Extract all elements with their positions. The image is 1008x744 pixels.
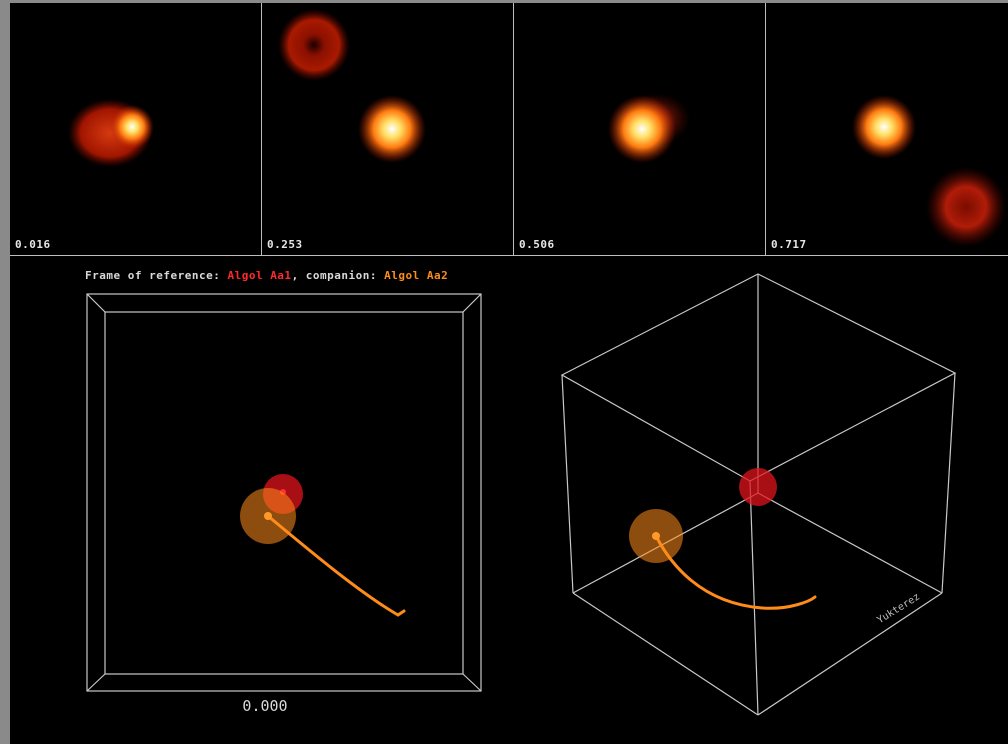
caption-middle: , companion:	[291, 269, 385, 282]
phase-panel-2: 0.253	[262, 3, 513, 254]
caption-prefix: Frame of reference:	[85, 269, 228, 282]
star-image-1	[68, 99, 154, 167]
row-divider	[10, 255, 1008, 256]
phase-panel-1: 0.016	[10, 3, 261, 254]
box-corner-line	[86, 293, 106, 313]
cube-edge	[749, 480, 759, 716]
companion-star-center	[652, 532, 660, 540]
companion-blob	[926, 167, 1006, 247]
reference-star-label: Algol Aa1	[227, 269, 292, 282]
box-inner-edge	[104, 311, 464, 675]
star-image-4	[852, 95, 1006, 247]
phase-label: 0.253	[267, 238, 303, 251]
cube-3d-view: Yukterez	[560, 273, 957, 716]
primary-blob	[358, 95, 426, 163]
primary-blob	[608, 95, 676, 163]
phase-readout: 0.000	[242, 697, 288, 715]
phase-label: 0.717	[771, 238, 807, 251]
orbit-box-view	[86, 293, 482, 692]
panel-divider	[513, 3, 514, 255]
star-image-3	[608, 93, 690, 163]
companion-star-label: Algol Aa2	[384, 269, 449, 282]
cube-edge	[757, 592, 943, 716]
cube-diagonal	[757, 492, 943, 594]
star-image-2	[278, 9, 426, 163]
phase-panel-3: 0.506	[514, 3, 765, 254]
cube-edge	[561, 374, 574, 594]
reference-caption: Frame of reference: Algol Aa1, companion…	[85, 269, 448, 282]
phase-label: 0.506	[519, 238, 555, 251]
primary-blob	[852, 95, 916, 159]
phase-panel-4: 0.717	[766, 3, 1008, 254]
phase-label: 0.016	[15, 238, 51, 251]
box-outer-edge	[86, 293, 482, 692]
cube-edge	[572, 592, 759, 716]
box-corner-line	[86, 673, 106, 692]
panel-divider	[765, 3, 766, 255]
panel-divider	[261, 3, 262, 255]
primary-star	[739, 468, 777, 506]
companion-blob	[278, 9, 350, 81]
viewer-frame: 0.016 0.253	[10, 3, 1008, 744]
box-wireframe	[86, 293, 482, 692]
primary-blob	[110, 105, 154, 149]
box-corner-line	[462, 673, 482, 692]
box-corner-line	[462, 293, 482, 313]
cube-edge	[941, 372, 956, 594]
companion-star-center	[264, 512, 272, 520]
